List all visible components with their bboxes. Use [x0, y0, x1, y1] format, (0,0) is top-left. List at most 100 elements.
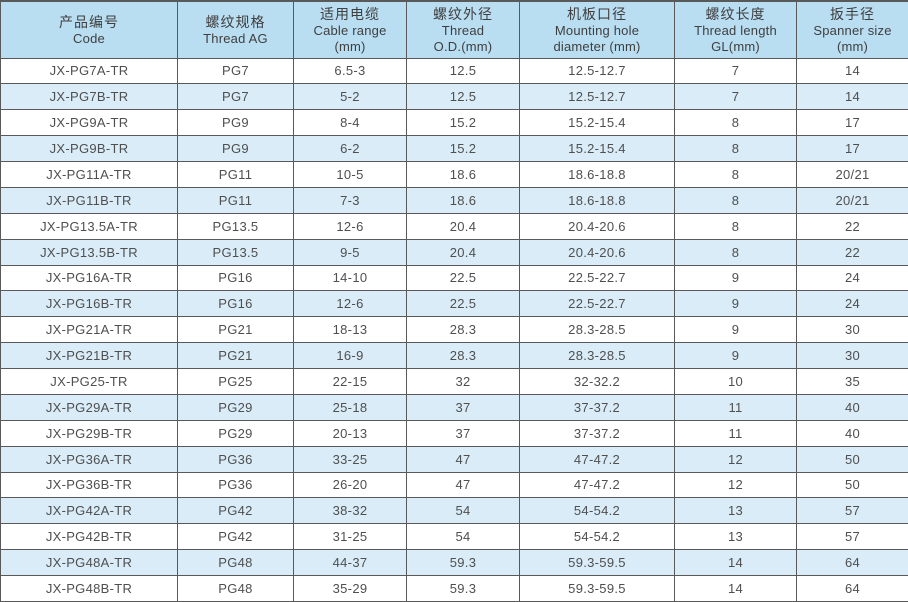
- table-cell: 9: [674, 290, 797, 318]
- table-cell: JX-PG16A-TR: [0, 264, 178, 292]
- table-cell: 11: [674, 419, 797, 447]
- table-cell: 18.6-18.8: [519, 161, 675, 188]
- table-cell: JX-PG7A-TR: [0, 57, 178, 85]
- table-cell: 37-37.2: [519, 393, 675, 421]
- table-cell: 59.3-59.5: [519, 549, 675, 576]
- table-row: JX-PG42A-TR PG42 38-32 54 54-54.2 13 57: [0, 497, 908, 525]
- table-cell: PG7: [177, 83, 294, 111]
- column-header-zh: 产品编号: [59, 13, 119, 30]
- table-cell: 12.5-12.7: [519, 83, 675, 111]
- table-cell: PG42: [177, 523, 294, 551]
- table-cell: 57: [796, 523, 908, 551]
- column-header-en: Spanner size (mm): [813, 22, 892, 54]
- table-cell: 26-20: [293, 471, 407, 499]
- table-body: JX-PG7A-TR PG7 6.5-3 12.5 12.5-12.7 7 14 JX-PG7…: [0, 57, 908, 602]
- table-row: JX-PG11B-TR PG11 7-3 18.6 18.6-18.8 8 20/21: [0, 186, 908, 214]
- table-cell: 12-6: [293, 212, 407, 240]
- column-header-en: Cable range (mm): [313, 22, 387, 54]
- table-cell: 64: [796, 549, 908, 576]
- table-cell: 37: [406, 393, 520, 421]
- table-cell: 20-13: [293, 419, 407, 447]
- table-cell: 15.2-15.4: [519, 135, 675, 162]
- table-cell: 28.3-28.5: [519, 342, 675, 369]
- table-cell: 59.3: [406, 575, 520, 602]
- table-cell: 40: [796, 419, 908, 447]
- column-header-7: 扳手径 Spanner size (mm): [796, 0, 908, 59]
- table-cell: 33-25: [293, 445, 407, 473]
- table-cell: 14: [674, 549, 797, 576]
- table-cell: 38-32: [293, 497, 407, 525]
- table-cell: 35-29: [293, 575, 407, 602]
- table-cell: 18-13: [293, 316, 407, 344]
- table-row: JX-PG48A-TR PG48 44-37 59.3 59.3-59.5 14 64: [0, 549, 908, 576]
- table-cell: 37: [406, 419, 520, 447]
- table-row: JX-PG7B-TR PG7 5-2 12.5 12.5-12.7 7 14: [0, 83, 908, 111]
- table-cell: 54: [406, 497, 520, 525]
- table-cell: 15.2-15.4: [519, 109, 675, 137]
- table-cell: 64: [796, 575, 908, 602]
- table-cell: 9: [674, 264, 797, 292]
- table-cell: 8-4: [293, 109, 407, 137]
- table-cell: 47-47.2: [519, 471, 675, 499]
- header-row: 产品编号 Code 螺纹规格 Thread AG 适用电缆 Cable range (mm…: [0, 0, 908, 59]
- table-cell: 5-2: [293, 83, 407, 111]
- column-header-2: 螺纹规格 Thread AG: [177, 0, 294, 59]
- table-header: 产品编号 Code 螺纹规格 Thread AG 适用电缆 Cable range (mm…: [0, 0, 908, 59]
- table-cell: 20/21: [796, 186, 908, 214]
- column-header-5: 机板口径 Mounting hole diameter (mm): [519, 0, 675, 59]
- table-cell: 13: [674, 497, 797, 525]
- table-cell: 35: [796, 368, 908, 395]
- table-cell: PG36: [177, 471, 294, 499]
- column-header-3: 适用电缆 Cable range (mm): [293, 0, 407, 59]
- table-cell: 44-37: [293, 549, 407, 576]
- table-cell: JX-PG9B-TR: [0, 135, 178, 162]
- table-cell: 20.4-20.6: [519, 238, 675, 266]
- table-cell: 12-6: [293, 290, 407, 318]
- table-cell: 9-5: [293, 238, 407, 266]
- table-cell: 11: [674, 393, 797, 421]
- table-cell: 7-3: [293, 186, 407, 214]
- table-row: JX-PG29B-TR PG29 20-13 37 37-37.2 11 40: [0, 419, 908, 447]
- table-row: JX-PG48B-TR PG48 35-29 59.3 59.3-59.5 14 64: [0, 575, 908, 602]
- column-header-1: 产品编号 Code: [0, 0, 178, 59]
- table-row: JX-PG21A-TR PG21 18-13 28.3 28.3-28.5 9 30: [0, 316, 908, 344]
- table-cell: PG9: [177, 135, 294, 162]
- table-cell: 22.5: [406, 290, 520, 318]
- table-cell: JX-PG13.5A-TR: [0, 212, 178, 240]
- table-cell: 10: [674, 368, 797, 395]
- column-header-zh: 适用电缆: [320, 5, 380, 22]
- table-cell: JX-PG48B-TR: [0, 575, 178, 602]
- table-cell: 24: [796, 290, 908, 318]
- table-cell: 14: [796, 83, 908, 111]
- table-cell: 14-10: [293, 264, 407, 292]
- table-cell: 16-9: [293, 342, 407, 369]
- table-cell: 8: [674, 186, 797, 214]
- table-row: JX-PG11A-TR PG11 10-5 18.6 18.6-18.8 8 20/21: [0, 161, 908, 188]
- table-cell: 12.5-12.7: [519, 57, 675, 85]
- column-header-en: Thread AG: [203, 30, 268, 46]
- table-cell: PG29: [177, 419, 294, 447]
- table-cell: 9: [674, 342, 797, 369]
- table-cell: 9: [674, 316, 797, 344]
- table-cell: JX-PG11A-TR: [0, 161, 178, 188]
- table-cell: PG11: [177, 161, 294, 188]
- table-cell: 22-15: [293, 368, 407, 395]
- table-cell: 40: [796, 393, 908, 421]
- table-cell: 20.4: [406, 238, 520, 266]
- table-cell: 12.5: [406, 83, 520, 111]
- table-cell: 54: [406, 523, 520, 551]
- table-cell: PG16: [177, 290, 294, 318]
- column-header-zh: 螺纹长度: [705, 5, 766, 22]
- table-cell: 32-32.2: [519, 368, 675, 395]
- table-cell: JX-PG36A-TR: [0, 445, 178, 473]
- table-cell: 20.4-20.6: [519, 212, 675, 240]
- table-cell: 30: [796, 342, 908, 369]
- table-cell: 54-54.2: [519, 523, 675, 551]
- table-cell: PG13.5: [177, 212, 294, 240]
- table-cell: 8: [674, 135, 797, 162]
- table-cell: 6-2: [293, 135, 407, 162]
- table-cell: PG7: [177, 57, 294, 85]
- table-cell: JX-PG36B-TR: [0, 471, 178, 499]
- table-cell: JX-PG9A-TR: [0, 109, 178, 137]
- table-cell: 22: [796, 212, 908, 240]
